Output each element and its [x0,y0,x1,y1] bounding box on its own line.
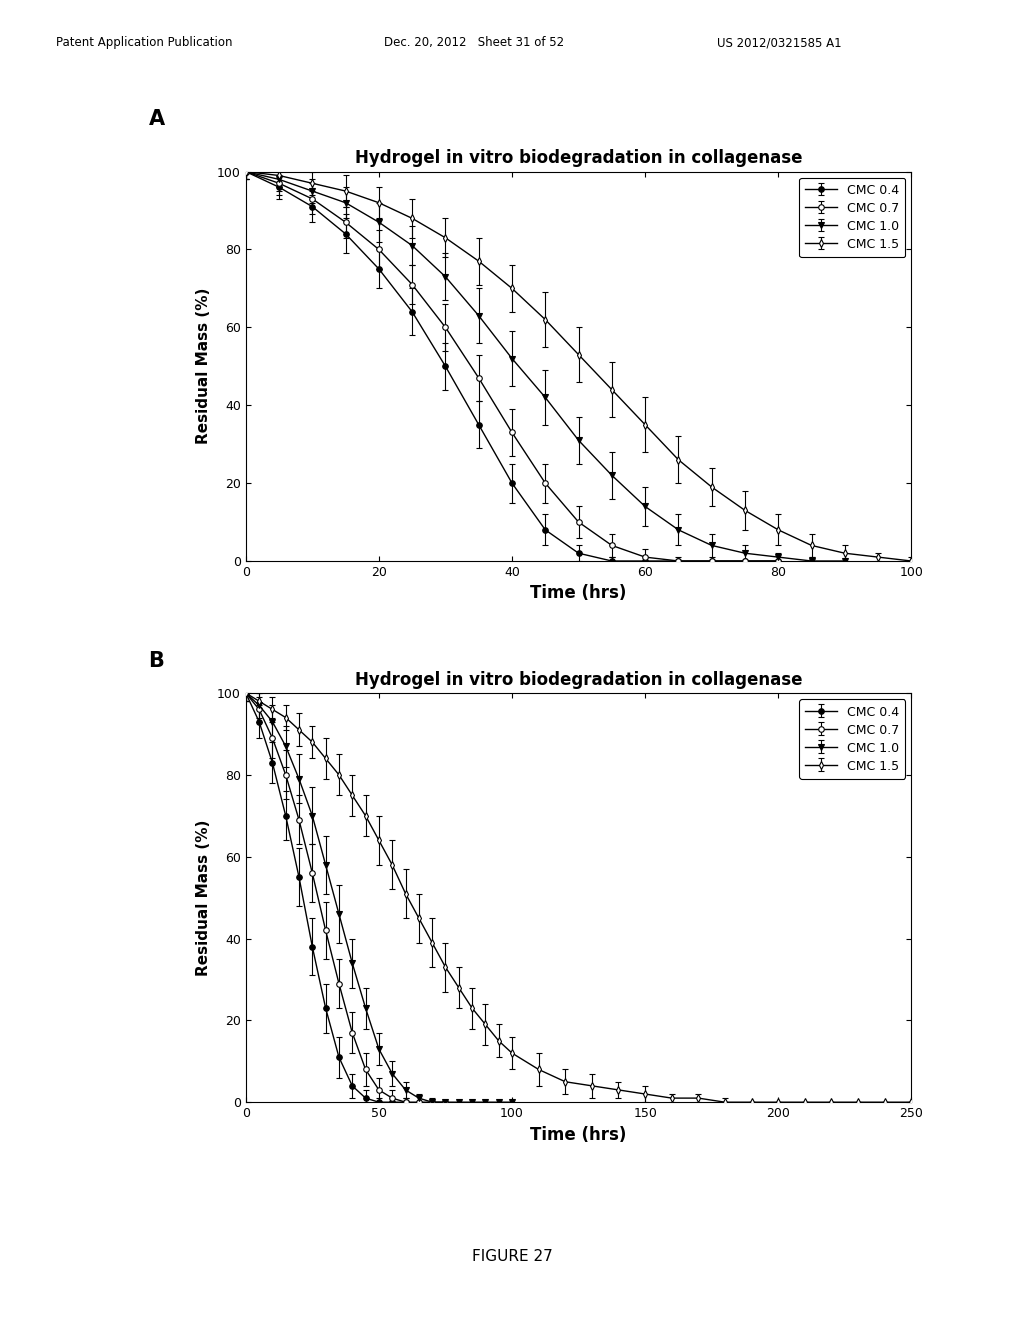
Text: Dec. 20, 2012   Sheet 31 of 52: Dec. 20, 2012 Sheet 31 of 52 [384,36,564,49]
X-axis label: Time (hrs): Time (hrs) [530,1126,627,1143]
Text: FIGURE 27: FIGURE 27 [472,1249,552,1263]
Legend: CMC 0.4, CMC 0.7, CMC 1.0, CMC 1.5: CMC 0.4, CMC 0.7, CMC 1.0, CMC 1.5 [799,700,905,779]
Legend: CMC 0.4, CMC 0.7, CMC 1.0, CMC 1.5: CMC 0.4, CMC 0.7, CMC 1.0, CMC 1.5 [799,178,905,257]
Y-axis label: Residual Mass (%): Residual Mass (%) [197,820,212,975]
Title: Hydrogel in vitro biodegradation in collagenase: Hydrogel in vitro biodegradation in coll… [354,671,803,689]
Y-axis label: Residual Mass (%): Residual Mass (%) [197,288,212,445]
Title: Hydrogel in vitro biodegradation in collagenase: Hydrogel in vitro biodegradation in coll… [354,149,803,168]
Text: A: A [148,110,165,129]
Text: US 2012/0321585 A1: US 2012/0321585 A1 [717,36,842,49]
Text: Patent Application Publication: Patent Application Publication [56,36,232,49]
Text: B: B [148,651,165,671]
X-axis label: Time (hrs): Time (hrs) [530,585,627,602]
